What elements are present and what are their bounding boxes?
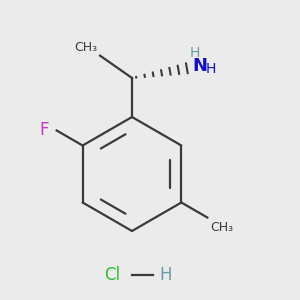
Text: H: H <box>190 46 200 60</box>
Text: CH₃: CH₃ <box>74 41 97 54</box>
Text: CH₃: CH₃ <box>210 220 233 233</box>
Text: F: F <box>40 122 49 140</box>
Text: H: H <box>206 62 216 76</box>
Text: Cl: Cl <box>104 266 120 284</box>
Text: N: N <box>193 57 208 75</box>
Text: H: H <box>159 266 172 284</box>
